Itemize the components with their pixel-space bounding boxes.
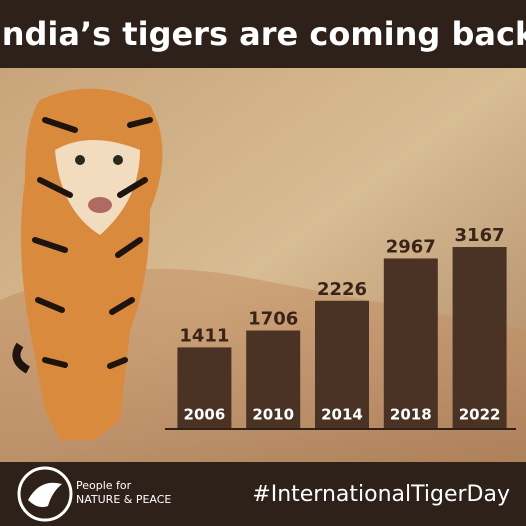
x-tick-label: 2022 xyxy=(459,406,501,424)
bar-chart: 1411 2006 1706 2010 2226 2014 2967 2018 3167 2022 xyxy=(177,225,507,428)
footer-bar xyxy=(0,462,526,526)
logo-text: People for xyxy=(76,479,132,492)
x-tick-label: 2006 xyxy=(184,406,226,424)
logo-text: NATURE & PEACE xyxy=(76,493,171,506)
value-label: 1706 xyxy=(248,309,298,330)
bar xyxy=(452,247,507,428)
value-label: 3167 xyxy=(455,225,505,246)
bar xyxy=(383,258,438,428)
logo-ring xyxy=(17,466,73,522)
hashtag: #InternationalTigerDay xyxy=(252,482,510,507)
tiger-illustration xyxy=(12,88,163,441)
bar xyxy=(177,347,232,428)
chart-title: India’s tigers are coming back xyxy=(0,15,526,53)
value-label: 2226 xyxy=(317,279,367,300)
value-label: 2967 xyxy=(386,236,436,257)
logo-mark xyxy=(28,482,62,508)
x-tick-label: 2014 xyxy=(321,406,363,424)
bar xyxy=(315,300,369,428)
bar xyxy=(246,330,301,428)
x-tick-label: 2010 xyxy=(252,406,294,424)
title-bar xyxy=(0,0,526,68)
x-tick-label: 2018 xyxy=(390,406,432,424)
value-label: 1411 xyxy=(179,325,229,346)
